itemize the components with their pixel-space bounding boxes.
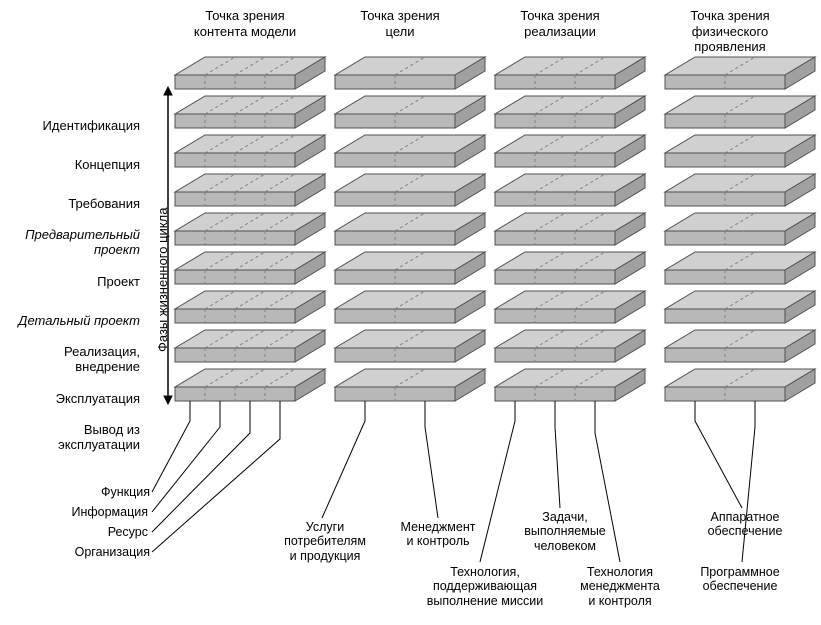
bottom-label-6: Задачи,выполняемыечеловеком (510, 510, 620, 553)
row-label-4: Проект (0, 275, 140, 290)
bottom-label-3: Организация (60, 545, 150, 559)
bottom-label-2: Ресурс (78, 525, 148, 539)
bottom-label-0: Функция (70, 485, 150, 499)
row-label-7: Эксплуатация (0, 392, 140, 407)
axis-label: Фазы жизненного цикла (155, 180, 170, 380)
row-label-3: Предварительныйпроект (0, 228, 140, 258)
column-header-3: Точка зренияфизическогопроявления (660, 8, 800, 55)
row-label-8: Вывод изэксплуатации (0, 423, 140, 453)
column-header-1: Точка зренияцели (340, 8, 460, 39)
bottom-label-4: Услугипотребителями продукция (270, 520, 380, 563)
column-header-0: Точка зренияконтента модели (180, 8, 310, 39)
bottom-label-10: Программноеобеспечение (680, 565, 800, 594)
bottom-label-8: Технологияменеджментаи контроля (560, 565, 680, 608)
row-label-6: Реализация,внедрение (0, 345, 140, 375)
bottom-label-7: Технология,поддерживающаявыполнение мисс… (410, 565, 560, 608)
column-header-2: Точка зренияреализации (500, 8, 620, 39)
row-label-5: Детальный проект (0, 314, 140, 329)
row-label-1: Концепция (0, 158, 140, 173)
row-label-2: Требования (0, 197, 140, 212)
row-label-0: Идентификация (0, 119, 140, 134)
bottom-label-9: Аппаратноеобеспечение (690, 510, 800, 539)
bottom-label-1: Информация (48, 505, 148, 519)
bottom-label-5: Менеджменти контроль (388, 520, 488, 549)
